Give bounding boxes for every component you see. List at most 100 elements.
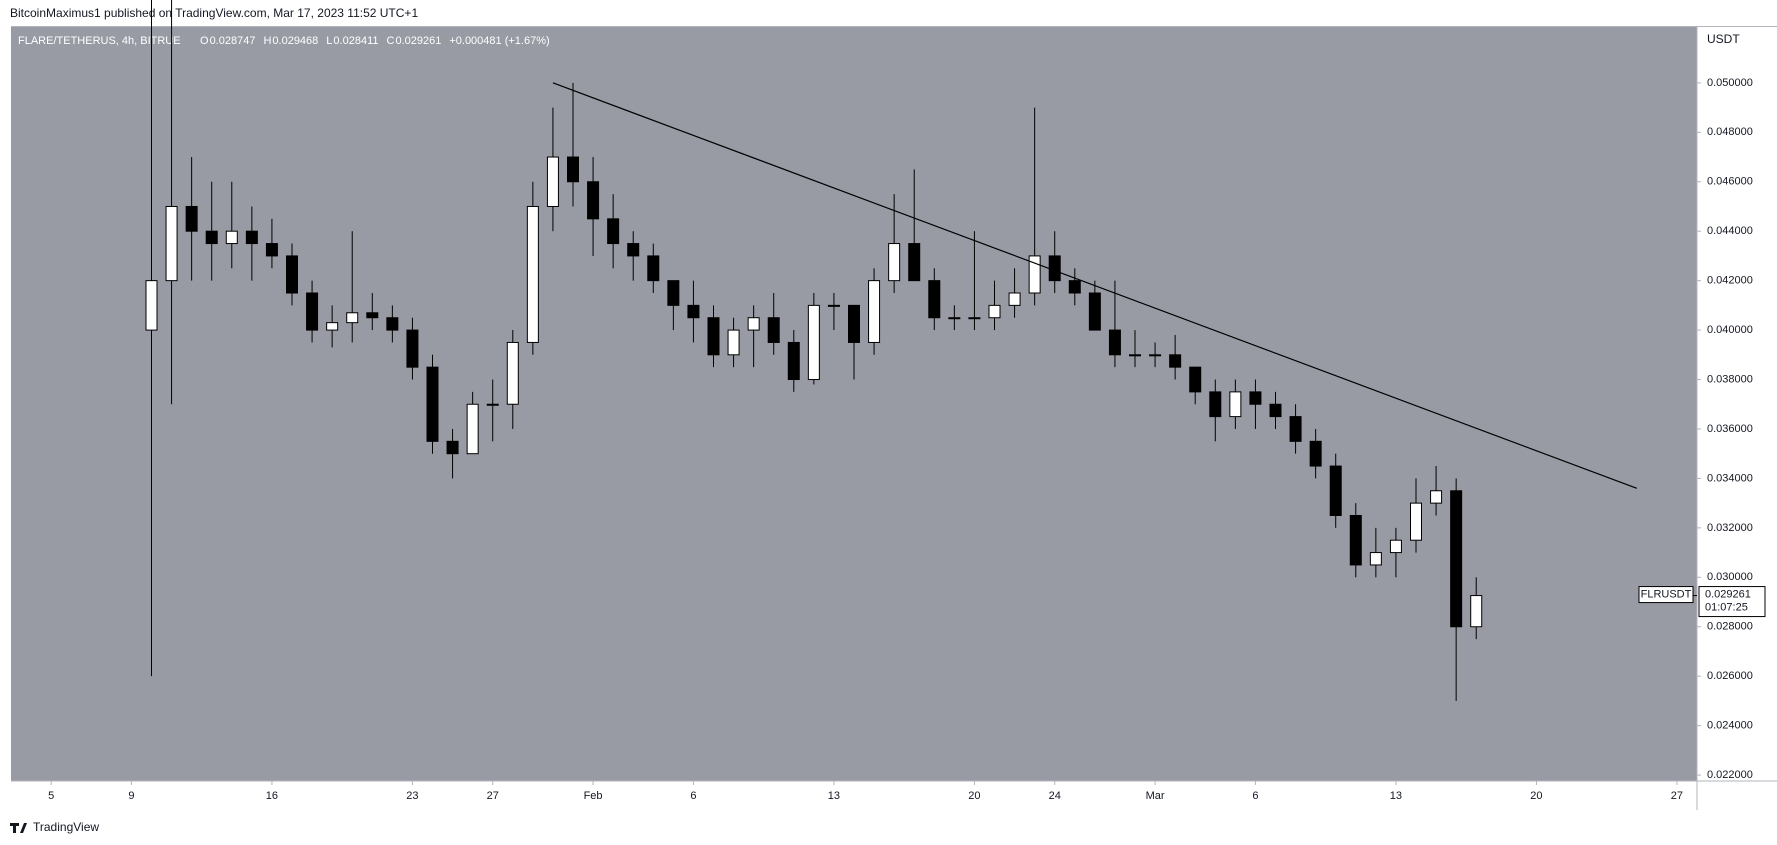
candle — [1349, 503, 1362, 578]
candle-body — [1068, 280, 1081, 294]
candle — [526, 181, 539, 355]
candle-body — [687, 304, 700, 319]
candle-body — [707, 317, 720, 356]
candle-body — [567, 156, 579, 183]
candle — [205, 181, 218, 281]
candle-body — [1209, 391, 1222, 418]
candle-body — [426, 366, 439, 442]
plot-bg — [11, 27, 1697, 781]
candle-body — [506, 341, 519, 405]
candle — [326, 305, 339, 348]
x-tick-label: 13 — [828, 790, 840, 802]
candle — [687, 280, 700, 343]
publisher: BitcoinMaximus1 published on TradingView… — [10, 6, 418, 20]
candle-body — [667, 280, 680, 306]
candle — [908, 169, 921, 282]
x-tick-label: Mar — [1146, 790, 1165, 802]
legend-c-label: C — [387, 35, 395, 47]
brand: TradingView — [33, 820, 99, 834]
candle — [1068, 268, 1081, 306]
candle-body — [526, 205, 539, 343]
candle — [1169, 335, 1182, 380]
logo — [10, 823, 27, 833]
candle-body — [1229, 391, 1242, 418]
candle — [1149, 342, 1162, 368]
candle-body — [406, 329, 419, 368]
x-tick-label: Feb — [584, 790, 603, 802]
candle — [1410, 478, 1422, 553]
candle — [647, 243, 660, 294]
candle — [567, 82, 579, 207]
candle-body — [486, 403, 499, 406]
candle — [366, 293, 379, 331]
candle-body — [1088, 292, 1101, 331]
candle — [546, 107, 559, 232]
symbol: FLARE/TETHERUS, 4h, BITRUE — [18, 35, 181, 47]
candle — [627, 231, 640, 281]
candle — [667, 280, 680, 331]
candle-body — [1249, 391, 1262, 405]
candle-body — [1349, 514, 1362, 566]
symbol-tag-label: FLRUSDT — [1641, 588, 1692, 600]
candle-body — [386, 317, 399, 331]
candle-body — [546, 156, 559, 207]
candle-body — [366, 312, 379, 319]
candle — [1028, 107, 1041, 306]
x-tick-label: 9 — [128, 790, 134, 802]
candle-body — [286, 255, 298, 294]
trendline — [552, 82, 1637, 489]
symbol-tag — [1638, 586, 1694, 604]
y-tick-label: 0.048000 — [1707, 126, 1753, 138]
candle — [787, 330, 800, 392]
candle-body — [848, 304, 860, 343]
legend-h-label: H — [263, 35, 271, 47]
candle-body — [466, 403, 479, 455]
candle-body — [1169, 354, 1182, 368]
legend-c: 0.029261 — [395, 35, 441, 47]
candle-body — [205, 230, 218, 245]
candle — [1389, 527, 1402, 578]
x-tick-label: 27 — [1671, 790, 1683, 802]
y-tick-label: 0.042000 — [1707, 275, 1753, 287]
candle-body — [225, 230, 238, 245]
y-tick-label: 0.026000 — [1707, 670, 1753, 682]
candle-body — [647, 255, 660, 282]
candle-body — [988, 304, 1001, 319]
candle — [346, 231, 359, 343]
candle-body — [827, 304, 840, 307]
candle-body — [185, 205, 198, 232]
candle — [1088, 280, 1101, 331]
y-tick-label: 0.036000 — [1707, 423, 1753, 435]
candle-body — [1008, 292, 1021, 306]
y-tick-label: 0.046000 — [1707, 176, 1753, 188]
candle — [827, 293, 840, 331]
y-tick-label: 0.034000 — [1707, 472, 1753, 484]
candle-body — [1470, 595, 1483, 628]
candle-body — [1129, 354, 1141, 357]
candle-body — [446, 440, 459, 455]
candle — [607, 194, 620, 269]
candle-body — [1410, 502, 1422, 541]
candle — [1369, 527, 1382, 578]
candle-body — [928, 280, 941, 319]
candle-body — [165, 205, 178, 282]
x-tick-label: 5 — [48, 790, 54, 802]
candle — [727, 317, 740, 368]
border — [11, 26, 1777, 27]
x-tick-label: 6 — [690, 790, 696, 802]
candle-body — [587, 181, 600, 220]
candle-body — [747, 317, 760, 331]
price-tag-value: 0.029261 — [1705, 588, 1751, 600]
candle — [767, 293, 780, 355]
x-tick-label: 6 — [1252, 790, 1258, 802]
candle — [1209, 379, 1222, 442]
price-tag — [1698, 586, 1766, 618]
x-tick-label: 20 — [1530, 790, 1542, 802]
candle-body — [1430, 490, 1443, 504]
x-tick-label: 20 — [968, 790, 980, 802]
candle-body — [1108, 329, 1121, 356]
legend-h: 0.029468 — [272, 35, 318, 47]
candle-body — [1389, 539, 1402, 554]
candle — [225, 181, 238, 269]
